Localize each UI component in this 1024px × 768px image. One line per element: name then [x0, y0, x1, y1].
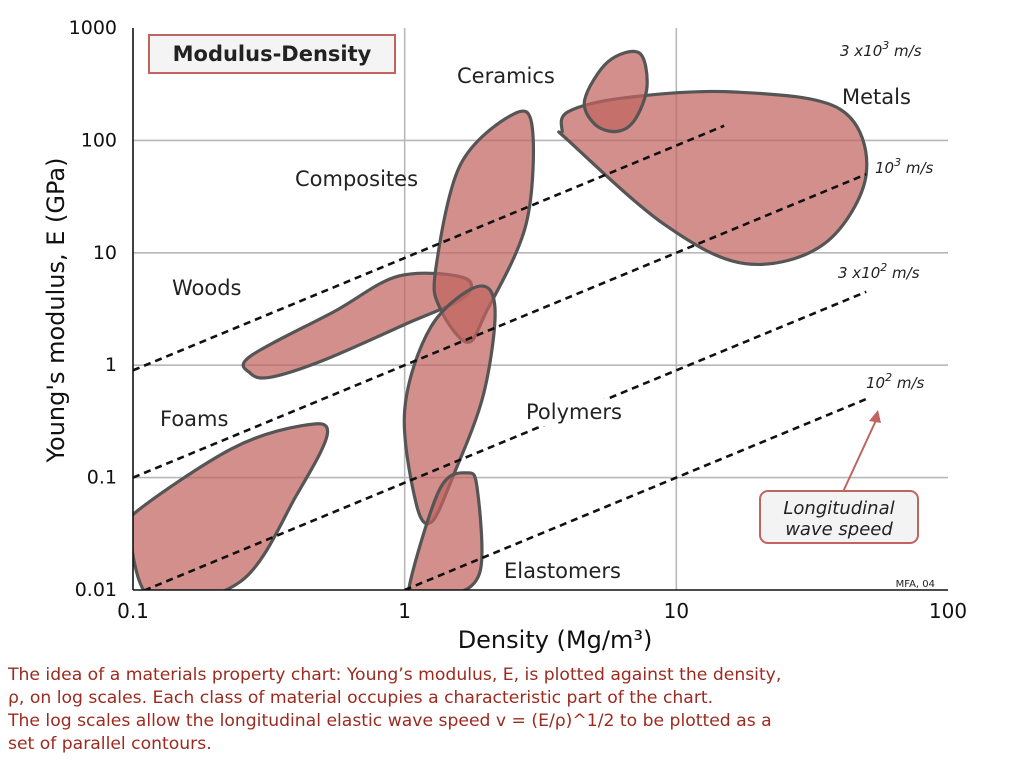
x-tick-label: 100: [929, 599, 967, 623]
family-label-foams: Foams: [160, 407, 228, 431]
caption: The idea of a materials property chart: …: [8, 664, 1020, 756]
caption-line-3: The log scales allow the longitudinal el…: [8, 711, 772, 731]
axes: Density (Mg/m³) Young's modulus, E (GPa): [42, 28, 948, 654]
contour-label-3: 3 x102 m/s: [838, 261, 920, 282]
annotation-line-2: wave speed: [785, 519, 893, 540]
family-label-elastomers: Elastomers: [504, 559, 621, 583]
contour-line-3: [142, 290, 867, 590]
family-labels: Ceramics Metals Composites Woods Polymers Foa…: [160, 64, 911, 583]
region-ceramics: [582, 49, 649, 134]
x-tick-label: 1: [398, 599, 411, 623]
caption-line-1: The idea of a materials property chart: …: [8, 665, 782, 685]
family-label-polymers: Polymers: [526, 400, 622, 424]
contour-label-unit: m/s: [887, 264, 919, 282]
y-tick-label: 1000: [69, 17, 117, 39]
polymers-label-bg: [522, 399, 652, 426]
annotation-arrow-head: [869, 410, 881, 423]
x-axis-title: Density (Mg/m³): [458, 626, 653, 654]
contour-line-2: [133, 173, 867, 479]
contour-label-base: 3 x10: [840, 42, 882, 60]
region-foams: [133, 422, 330, 590]
contour-label-unit: m/s: [889, 42, 921, 60]
region-metals: [557, 89, 869, 266]
contour-label-bg: [837, 40, 935, 61]
chart: Density (Mg/m³)Young's modulus, E (GPa) …: [42, 17, 970, 654]
annotation-arrow-line: [841, 415, 879, 495]
y-tick-label: 0.1: [87, 467, 117, 489]
title-box: [148, 34, 396, 74]
family-label-woods: Woods: [172, 276, 242, 300]
contour-label-unit: m/s: [892, 374, 924, 392]
y-tick-label: 1: [105, 354, 117, 376]
contour-label-exp: 2: [880, 261, 887, 274]
contour-label-exp: 3: [882, 39, 889, 52]
contour-label-bg: [863, 372, 961, 393]
x-tick-label: 10: [664, 599, 689, 623]
family-label-ceramics: Ceramics: [457, 64, 555, 88]
chart-title: Modulus-Density: [173, 42, 372, 66]
x-tick-label: 0.1: [117, 599, 149, 623]
contour-label-1: 3 x103 m/s: [840, 39, 922, 60]
contour-label-unit: m/s: [901, 159, 933, 177]
contour-label-base: 3 x10: [838, 264, 880, 282]
contour-line-1: [133, 124, 725, 372]
caption-line-4: set of parallel contours.: [8, 734, 212, 754]
credit-text: MFA, 04: [896, 579, 935, 590]
contour-label-exp: 2: [885, 371, 892, 384]
contour-label-base: 10: [866, 374, 885, 392]
y-tick-label: 100: [81, 129, 117, 151]
annotation-box: [759, 490, 919, 544]
caption-line-2: ρ, on log scales. Each class of material…: [8, 688, 714, 708]
y-axis-title: Young's modulus, E (GPa): [42, 158, 70, 464]
contour-label-exp: 3: [894, 156, 901, 169]
family-label-metals: Metals: [842, 85, 911, 109]
y-tick-label: 0.01: [75, 579, 117, 601]
contour-label-base: 10: [875, 159, 894, 177]
contour-label-bg: [872, 157, 970, 178]
family-label-composites: Composites: [295, 167, 418, 191]
region-elastomers: [407, 471, 484, 590]
annotation-line-1: Longitudinal: [783, 498, 894, 519]
contour-label-4: 102 m/s: [866, 371, 925, 392]
contour-label-2: 103 m/s: [875, 156, 934, 177]
wave-speed-contours: [133, 124, 867, 590]
contour-label-bg: [835, 262, 933, 283]
y-tick-label: 10: [93, 242, 117, 264]
material-regions: [133, 49, 869, 590]
